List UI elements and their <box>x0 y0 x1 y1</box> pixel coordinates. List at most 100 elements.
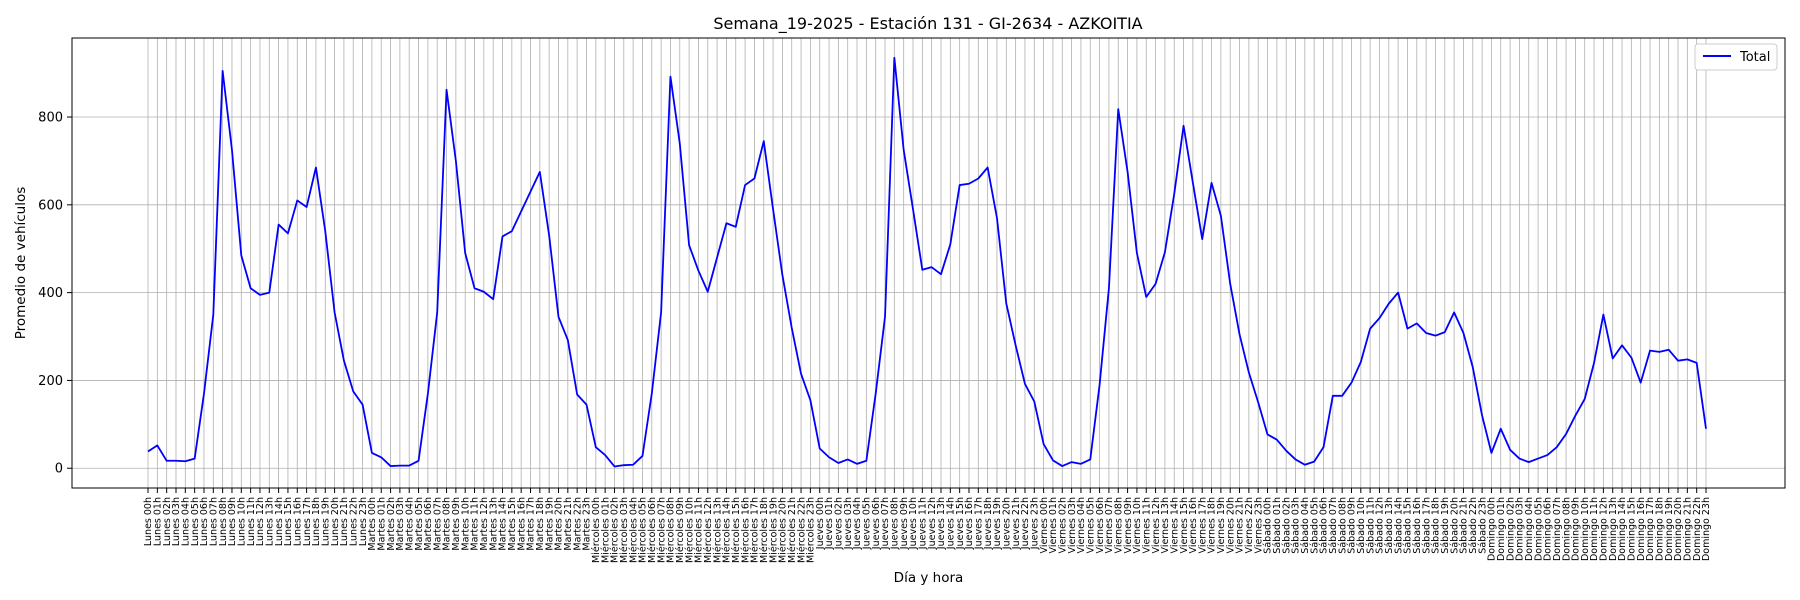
x-tick-label: Miércoles 20h <box>778 497 789 563</box>
x-axis-label: Día y hora <box>894 570 964 586</box>
x-tick-label: Martes 22h <box>572 497 583 551</box>
y-tick-label: 400 <box>38 286 63 301</box>
x-tick-label: Sábado 13h <box>1384 497 1395 554</box>
x-tick-label: Domingo 20h <box>1673 497 1684 561</box>
x-tick-label: Viernes 00h <box>1039 497 1050 553</box>
x-tick-label: Martes 07h <box>432 497 443 551</box>
grid-lines <box>72 38 1785 488</box>
x-tick-label: Martes 10h <box>460 497 471 551</box>
x-tick-label: Miércoles 11h <box>694 497 705 563</box>
x-tick-label: Lunes 13h <box>264 497 275 546</box>
x-tick-label: Lunes 21h <box>339 497 350 546</box>
x-tick-label: Sábado 01h <box>1272 497 1283 554</box>
x-tick-label: Lunes 16h <box>292 497 303 546</box>
x-tick-label: Sábado 07h <box>1328 497 1339 554</box>
x-tick-label: Viernes 22h <box>1244 497 1255 553</box>
x-tick-label: Sábado 08h <box>1337 497 1348 554</box>
x-tick-label: Miércoles 04h <box>628 497 639 563</box>
x-tick-label: Domingo 05h <box>1533 497 1544 561</box>
x-tick-label: Sábado 03h <box>1291 497 1302 554</box>
legend: Total <box>1694 43 1778 71</box>
x-tick-label: Martes 14h <box>498 497 509 551</box>
x-tick-label: Lunes 04h <box>181 497 192 546</box>
x-tick-label: Jueves 06h <box>871 497 882 550</box>
x-tick-label: Viernes 18h <box>1207 497 1218 553</box>
x-tick-label: Jueves 12h <box>927 497 938 550</box>
x-tick-label: Miércoles 18h <box>759 497 770 563</box>
x-tick-label: Miércoles 15h <box>731 497 742 563</box>
x-tick-label: Domingo 02h <box>1505 497 1516 561</box>
x-tick-label: Lunes 01h <box>153 497 164 546</box>
x-tick-label: Jueves 03h <box>843 497 854 550</box>
x-tick-label: Martes 05h <box>414 497 425 551</box>
x-tick-label: Miércoles 07h <box>656 497 667 563</box>
x-tick-label: Lunes 20h <box>330 497 341 546</box>
x-tick-label: Viernes 07h <box>1104 497 1115 553</box>
x-tick-label: Domingo 08h <box>1561 497 1572 561</box>
x-tick-label: Sábado 10h <box>1356 497 1367 554</box>
x-tick-label: Sábado 00h <box>1263 497 1274 554</box>
x-tick-label: Viernes 21h <box>1235 497 1246 553</box>
x-tick-label: Lunes 02h <box>162 497 173 546</box>
x-tick-label: Martes 03h <box>395 497 406 551</box>
x-tick-label: Lunes 05h <box>190 497 201 546</box>
x-tick-label: Martes 12h <box>479 497 490 551</box>
chart-title: Semana_19-2025 - Estación 131 - GI-2634 … <box>713 14 1142 34</box>
x-tick-label: Jueves 14h <box>946 497 957 550</box>
x-tick-label: Martes 04h <box>404 497 415 551</box>
x-tick-label: Sábado 15h <box>1403 497 1414 554</box>
x-tick-label: Domingo 01h <box>1496 497 1507 561</box>
x-tick-label: Lunes 00h <box>143 497 154 546</box>
x-tick-label: Domingo 19h <box>1664 497 1675 561</box>
x-tick-label: Jueves 18h <box>983 497 994 550</box>
x-tick-label: Viernes 06h <box>1095 497 1106 553</box>
legend-label-total: Total <box>1739 50 1770 65</box>
x-tick-label: Sábado 22h <box>1468 497 1479 554</box>
x-tick-label: Sábado 14h <box>1393 497 1404 554</box>
x-tick-label: Martes 13h <box>488 497 499 551</box>
x-tick-label: Viernes 04h <box>1076 497 1087 553</box>
x-tick-label: Jueves 19h <box>992 497 1003 550</box>
x-tick-label: Viernes 13h <box>1160 497 1171 553</box>
x-tick-label: Domingo 18h <box>1655 497 1666 561</box>
x-tick-label: Martes 09h <box>451 497 462 551</box>
x-tick-label: Jueves 15h <box>955 497 966 550</box>
x-tick-label: Lunes 23h <box>358 497 369 546</box>
x-tick-label: Jueves 07h <box>880 497 891 550</box>
x-tick-label: Viernes 11h <box>1141 497 1152 553</box>
x-tick-label: Sábado 18h <box>1431 497 1442 554</box>
x-tick-label: Domingo 04h <box>1524 497 1535 561</box>
x-tick-label: Miércoles 17h <box>750 497 761 563</box>
x-tick-label: Martes 00h <box>367 497 378 551</box>
x-tick-label: Jueves 08h <box>890 497 901 550</box>
x-tick-label: Domingo 15h <box>1627 497 1638 561</box>
x-tick-label: Sábado 05h <box>1309 497 1320 554</box>
x-tick-label: Martes 01h <box>376 497 387 551</box>
x-tick-label: Sábado 02h <box>1281 497 1292 554</box>
x-tick-label: Sábado 19h <box>1440 497 1451 554</box>
x-tick-label: Domingo 23h <box>1701 497 1712 561</box>
x-tick-label: Jueves 16h <box>964 497 975 550</box>
x-tick-label: Martes 02h <box>386 497 397 551</box>
x-tick-label: Lunes 10h <box>236 497 247 546</box>
x-tick-label: Jueves 22h <box>1020 497 1031 550</box>
x-tick-label: Martes 21h <box>563 497 574 551</box>
x-tick-label: Jueves 10h <box>908 497 919 550</box>
y-axis-label: Promedio de vehículos <box>13 187 29 340</box>
x-tick-label: Lunes 17h <box>302 497 313 546</box>
x-tick-label: Martes 18h <box>535 497 546 551</box>
x-tick-label: Miércoles 09h <box>675 497 686 563</box>
x-tick-label: Lunes 09h <box>227 497 238 546</box>
x-tick-label: Viernes 15h <box>1179 497 1190 553</box>
x-tick-label: Miércoles 16h <box>740 497 751 563</box>
x-tick-label: Viernes 09h <box>1123 497 1134 553</box>
x-tick-label: Sábado 21h <box>1459 497 1470 554</box>
x-tick-label: Viernes 14h <box>1169 497 1180 553</box>
x-tick-label: Domingo 10h <box>1580 497 1591 561</box>
x-tick-label: Domingo 11h <box>1589 497 1600 561</box>
x-tick-label: Lunes 06h <box>199 497 210 546</box>
x-tick-label: Domingo 16h <box>1636 497 1647 561</box>
x-tick-label: Jueves 23h <box>1029 497 1040 550</box>
x-tick-label: Domingo 12h <box>1599 497 1610 561</box>
x-tick-label: Jueves 09h <box>899 497 910 550</box>
